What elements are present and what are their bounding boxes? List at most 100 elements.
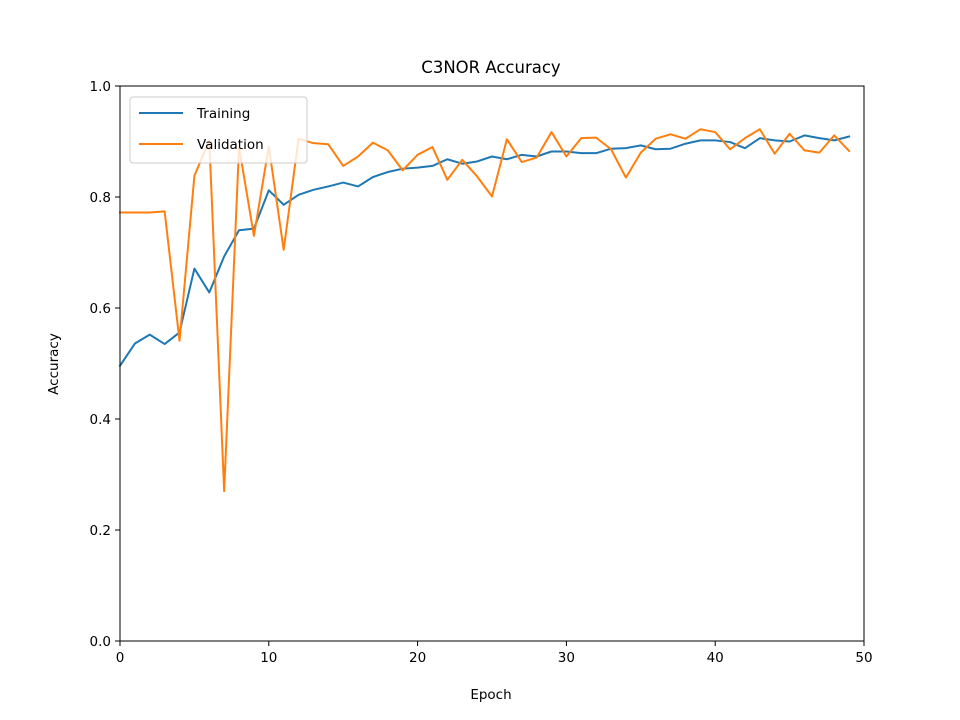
training-point: [491, 155, 493, 157]
validation-point: [461, 159, 463, 161]
validation-point: [833, 134, 835, 136]
training-point: [431, 165, 433, 167]
training-point: [193, 268, 195, 270]
validation-point: [402, 169, 404, 171]
training-point: [149, 334, 151, 336]
training-point: [565, 150, 567, 152]
validation-point: [625, 177, 627, 179]
training-point: [640, 144, 642, 146]
validation-point: [312, 142, 314, 144]
validation-point: [789, 133, 791, 135]
training-point: [223, 255, 225, 257]
validation-point: [699, 128, 701, 130]
x-tick-label: 30: [558, 650, 575, 666]
x-axis-label: Epoch: [470, 687, 511, 703]
training-point: [551, 150, 553, 152]
series-layer: [118, 128, 851, 493]
training-point: [803, 134, 805, 136]
validation-point: [372, 142, 374, 144]
validation-point: [803, 149, 805, 151]
validation-point: [684, 138, 686, 140]
validation-point: [595, 137, 597, 139]
validation-point: [149, 212, 151, 214]
training-point: [312, 189, 314, 191]
validation-point: [417, 154, 419, 156]
validation-point: [759, 128, 761, 130]
validation-point: [223, 490, 225, 492]
chart-title: C3NOR Accuracy: [421, 58, 561, 77]
y-axis-ticks: 0.0 0.2 0.4 0.6 0.8 1.0: [90, 79, 120, 650]
training-point: [521, 154, 523, 156]
legend: Training Validation: [129, 96, 308, 164]
validation-point: [193, 175, 195, 177]
y-tick-label: 1.0: [90, 79, 111, 95]
training-point: [387, 171, 389, 173]
validation-series-line: [119, 128, 851, 493]
training-point: [848, 136, 850, 138]
x-axis-ticks: 0 10 20 30 40 50: [116, 641, 873, 666]
plot-area: [118, 85, 865, 642]
training-point: [342, 182, 344, 184]
training-point: [818, 137, 820, 139]
training-point: [625, 147, 627, 149]
x-tick-label: 50: [855, 650, 872, 666]
validation-point: [848, 150, 850, 152]
y-tick-label: 0.6: [90, 301, 111, 317]
validation-point: [729, 148, 731, 150]
validation-point: [818, 152, 820, 154]
validation-point: [640, 152, 642, 154]
training-point: [595, 152, 597, 154]
x-tick-label: 20: [409, 650, 426, 666]
training-point: [357, 185, 359, 187]
training-point: [580, 152, 582, 154]
training-point: [655, 148, 657, 150]
validation-point: [714, 131, 716, 133]
validation-point: [536, 157, 538, 159]
validation-point: [446, 179, 448, 181]
y-tick-label: 0.0: [90, 634, 111, 650]
validation-point: [476, 175, 478, 177]
training-point: [461, 163, 463, 165]
validation-point: [551, 131, 553, 133]
training-point: [134, 343, 136, 345]
training-point: [506, 158, 508, 160]
training-point: [729, 141, 731, 143]
training-point: [744, 147, 746, 149]
plot-frame: [119, 85, 865, 642]
training-point: [789, 141, 791, 143]
training-point: [298, 194, 300, 196]
validation-point: [655, 138, 657, 140]
validation-point: [670, 133, 672, 135]
training-point: [238, 229, 240, 231]
validation-point: [387, 149, 389, 151]
y-tick-label: 0.8: [90, 190, 111, 206]
training-point: [164, 343, 166, 345]
training-point: [759, 137, 761, 139]
training-point: [714, 139, 716, 141]
y-tick-label: 0.4: [90, 412, 111, 428]
validation-point: [164, 210, 166, 212]
training-point: [327, 185, 329, 187]
training-point: [417, 167, 419, 169]
validation-point: [253, 235, 255, 237]
validation-point: [506, 138, 508, 140]
validation-point: [431, 146, 433, 148]
validation-point: [179, 340, 181, 342]
validation-point: [327, 143, 329, 145]
training-point: [283, 204, 285, 206]
validation-point: [565, 155, 567, 157]
y-tick-label: 0.2: [90, 523, 111, 539]
validation-point: [580, 137, 582, 139]
training-point: [699, 139, 701, 141]
training-series-line: [118, 134, 851, 368]
validation-point: [342, 165, 344, 167]
training-point: [476, 160, 478, 162]
x-tick-label: 40: [707, 650, 724, 666]
validation-point: [491, 195, 493, 197]
legend-label-validation: Validation: [197, 137, 264, 153]
training-point: [268, 189, 270, 191]
validation-point: [521, 161, 523, 163]
training-point: [670, 148, 672, 150]
x-tick-label: 10: [260, 650, 277, 666]
